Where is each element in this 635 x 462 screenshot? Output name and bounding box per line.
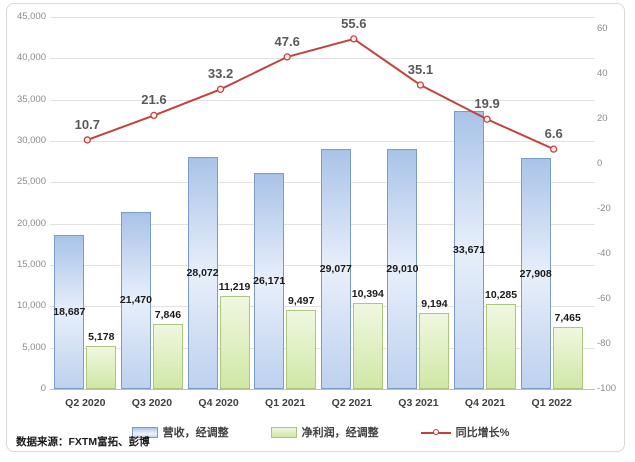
profit-bar-label: 9,497	[288, 295, 315, 308]
growth-point-label: 33.2	[207, 66, 234, 82]
profit-bar	[152, 324, 183, 389]
revenue-bar	[320, 148, 351, 389]
revenue-bar	[187, 156, 218, 389]
profit-bar	[419, 312, 450, 389]
revenue-bar-label: 21,470	[119, 294, 152, 307]
revenue-swatch-icon	[131, 426, 158, 438]
y-axis-tick-left: 0	[40, 383, 46, 394]
x-axis-line	[50, 389, 595, 390]
gridline	[50, 17, 595, 18]
profit-bar-label: 7,465	[554, 312, 581, 325]
revenue-bar	[387, 149, 418, 389]
x-axis-label: Q4 2020	[198, 397, 239, 409]
y-axis-tick-left: 30,000	[16, 135, 46, 146]
y-axis-tick-right: -100	[597, 383, 617, 394]
legend-label-growth: 同比增长%	[455, 427, 510, 439]
legend-label-profit: 净利润，经调整	[301, 427, 379, 439]
y-axis-tick-right: 60	[597, 23, 608, 34]
growth-point-label: 35.1	[407, 62, 434, 78]
y-axis-tick-right: -80	[597, 338, 611, 349]
legend-item-revenue: 营收，经调整	[131, 424, 229, 440]
y-axis-tick-left: 35,000	[16, 93, 46, 105]
profit-bar-label: 5,178	[88, 331, 115, 344]
growth-line-swatch-icon	[420, 428, 451, 437]
profit-bar	[552, 327, 583, 389]
source-note: 数据来源：FXTM富拓、彭博	[16, 436, 150, 448]
x-axis-label: Q1 2022	[531, 397, 572, 409]
revenue-bar-label: 18,687	[53, 305, 86, 318]
revenue-bar	[454, 110, 485, 389]
x-axis-label: Q3 2021	[398, 397, 439, 409]
x-axis-label: Q2 2021	[331, 397, 372, 409]
y-axis-tick-left: 45,000	[16, 11, 46, 22]
y-axis-tick-left: 20,000	[16, 217, 46, 229]
profit-swatch-icon	[270, 426, 297, 438]
x-axis-label: Q1 2021	[265, 397, 306, 409]
profit-bar	[486, 303, 517, 389]
legend-item-profit: 净利润，经调整	[270, 424, 379, 440]
profit-bar-label: 7,846	[154, 309, 182, 322]
profit-bar-label: 10,394	[351, 288, 384, 301]
x-axis-label: Q3 2020	[131, 397, 173, 409]
profit-bar	[219, 296, 250, 389]
profit-bar	[86, 346, 117, 389]
x-axis-label: Q2 2020	[65, 397, 106, 409]
revenue-bar-label: 27,908	[519, 267, 552, 280]
revenue-bar-label: 29,010	[386, 263, 419, 276]
profit-bar	[286, 310, 317, 389]
legend-label-revenue: 营收，经调整	[162, 427, 229, 439]
growth-point-label: 21.6	[141, 92, 167, 108]
gridline	[50, 58, 595, 59]
growth-point-label: 55.6	[341, 15, 367, 31]
revenue-bar	[254, 172, 285, 389]
gridline	[50, 141, 595, 142]
revenue-bar-label: 28,072	[186, 266, 219, 279]
growth-point-label: 6.6	[544, 126, 563, 142]
x-axis-label: Q4 2021	[464, 397, 506, 409]
legend: 营收，经调整 净利润，经调整 同比增长%	[54, 424, 587, 440]
revenue-bar-label: 29,077	[319, 262, 352, 275]
growth-point-label: 47.6	[274, 33, 300, 49]
growth-point-label: 10.7	[74, 116, 100, 132]
revenue-bar	[120, 211, 151, 389]
y-axis-tick-right: -60	[597, 293, 611, 304]
profit-bar-label: 11,219	[218, 281, 251, 294]
growth-point-label: 19.9	[474, 96, 500, 112]
y-axis-tick-right: 40	[597, 68, 608, 79]
revenue-bar	[54, 234, 85, 389]
profit-bar-label: 10,285	[485, 288, 518, 301]
revenue-bar-label: 26,171	[253, 274, 286, 287]
y-axis-tick-left: 5,000	[22, 341, 46, 353]
y-axis-tick-right: -40	[597, 248, 611, 259]
y-axis-tick-left: 25,000	[16, 176, 46, 188]
profit-bar	[352, 303, 383, 389]
y-axis-tick-right: 20	[597, 113, 608, 124]
revenue-bar	[520, 158, 551, 389]
y-axis-tick-left: 40,000	[16, 52, 46, 64]
y-axis-tick-right: -20	[597, 203, 611, 214]
profit-bar-label: 9,194	[421, 297, 448, 310]
y-axis-tick-left: 10,000	[16, 300, 46, 312]
y-axis-tick-right: 0	[597, 158, 603, 169]
y-axis-tick-left: 15,000	[16, 259, 46, 270]
revenue-bar-label: 33,671	[453, 243, 486, 256]
legend-item-growth: 同比增长%	[420, 424, 510, 440]
